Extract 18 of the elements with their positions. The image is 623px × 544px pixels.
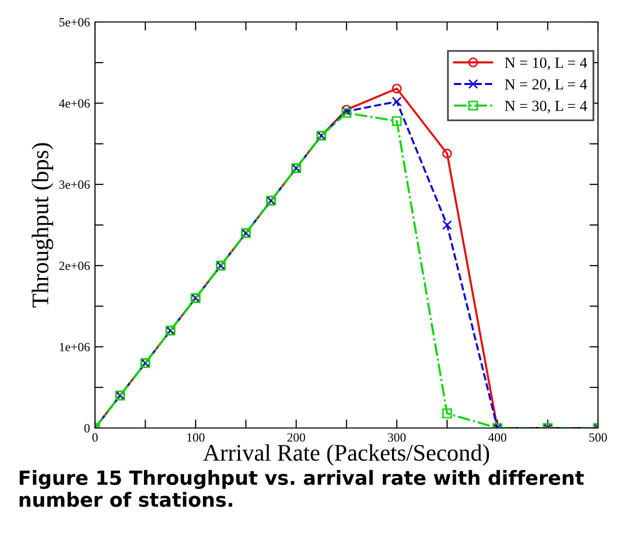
y-tick-label: 5e+06: [60, 18, 90, 26]
y-tick-label: 3e+06: [59, 180, 90, 189]
x-tick-label: 100: [187, 433, 204, 442]
y-tick-label: 1e+06: [60, 342, 90, 352]
x-tick-label: 500: [589, 433, 607, 442]
x-tick-label: 0: [92, 433, 98, 442]
x-tick-label: 200: [287, 433, 306, 442]
y-tick-label: 4e+06: [59, 99, 90, 108]
caption: Figure 15 Throughput vs. arrival rate with different number of stations.: [20, 470, 584, 507]
legend-label: N = 10, L = 4: [504, 58, 588, 70]
x-axis-title: Arrival Rate (Packets/Second): [203, 444, 490, 466]
legend-label: N = 20, L = 4: [504, 79, 588, 92]
legend-label: N = 30, L = 4: [504, 100, 588, 114]
y-tick-label: 2e+06: [59, 262, 90, 270]
y-tick-label: 0: [84, 424, 90, 432]
y-axis-title: Throughput (bps): [32, 143, 54, 308]
x-tick-label: 300: [388, 433, 406, 442]
x-tick-label: 400: [488, 433, 506, 442]
